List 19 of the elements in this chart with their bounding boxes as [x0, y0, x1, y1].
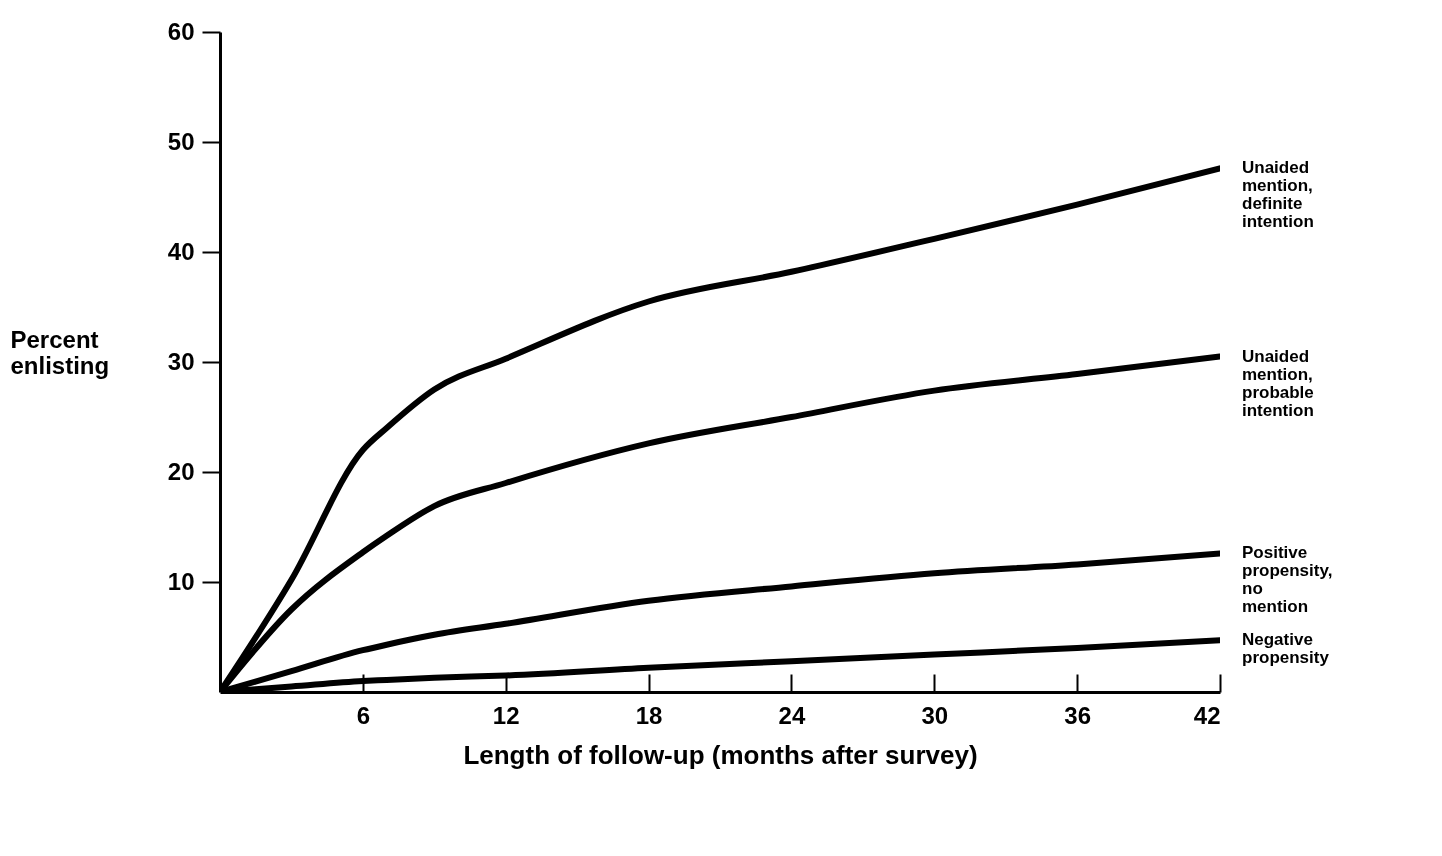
y-axis-title: Percent enlisting: [10, 325, 110, 379]
series-label: Unaided mention, probable intention: [1242, 346, 1314, 420]
series-label: Positive propensity, no mention: [1242, 543, 1333, 617]
y-tick-label: 20: [167, 457, 195, 485]
x-tick-label: 18: [635, 701, 663, 729]
x-tick-label: 30: [921, 701, 949, 729]
x-tick-label: 36: [1064, 701, 1091, 729]
series-label: Unaided mention, definite intention: [1242, 158, 1314, 232]
x-tick-label: 42: [1193, 701, 1221, 729]
y-tick-label: 10: [167, 567, 195, 595]
x-tick-label: 6: [356, 701, 371, 729]
y-tick-label: 60: [167, 17, 195, 45]
y-tick-label: 30: [167, 347, 195, 375]
x-axis-title: Length of follow-up (months after survey): [463, 739, 978, 770]
y-tick-label: 50: [167, 127, 195, 155]
y-tick-label: 40: [167, 237, 195, 265]
x-tick-label: 24: [778, 701, 806, 729]
series-label: Negative propensity: [1242, 630, 1330, 668]
x-tick-label: 12: [492, 701, 520, 729]
